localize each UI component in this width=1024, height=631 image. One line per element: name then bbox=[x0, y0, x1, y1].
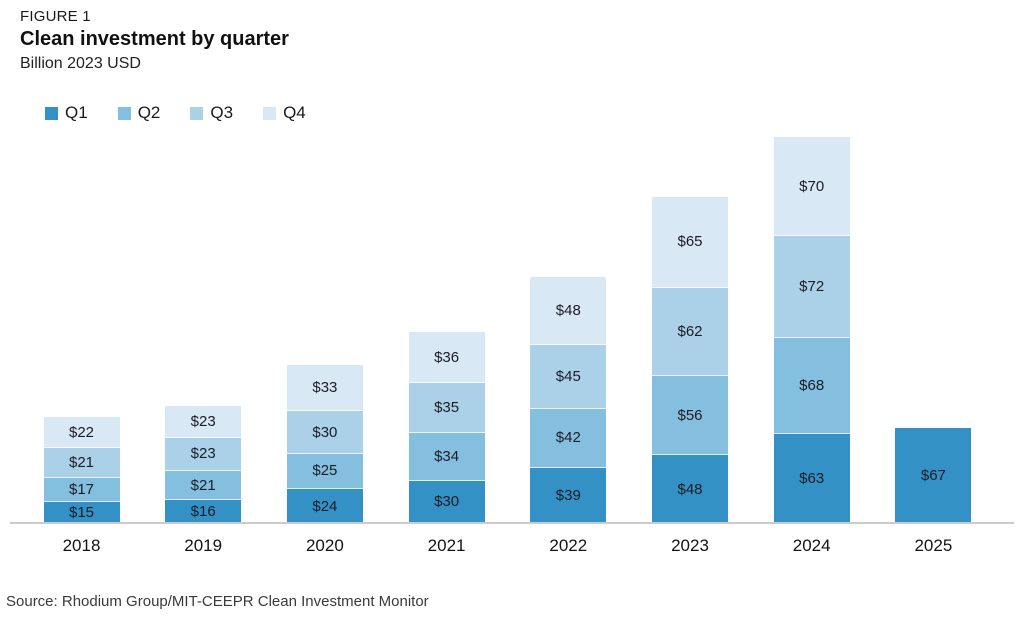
legend-swatch-q1 bbox=[45, 106, 58, 120]
bar-segment-q4-2020: $33 bbox=[286, 364, 363, 412]
legend-label: Q4 bbox=[283, 103, 306, 122]
bar-segment-q4-2023: $65 bbox=[652, 196, 728, 289]
x-tick-label-2022: 2022 bbox=[549, 536, 588, 555]
bar-value-label: $36 bbox=[434, 348, 460, 366]
bar-value-label: $25 bbox=[312, 462, 338, 480]
legend-swatch-q2 bbox=[117, 106, 131, 120]
bar-segment-q1-2025: $67 bbox=[895, 428, 972, 523]
figure-label: FIGURE 1 bbox=[20, 8, 91, 25]
bar-segment-q3-2018: $21 bbox=[43, 448, 120, 478]
bar-value-label: $22 bbox=[68, 423, 95, 441]
bar-segment-q3-2021: $35 bbox=[408, 383, 485, 433]
bar-value-label: $56 bbox=[677, 406, 703, 424]
stacked-bar-2022: $48 $45 $42 $39 bbox=[530, 277, 607, 523]
bar-value-label: $39 bbox=[555, 486, 581, 504]
legend-item-q1: Q1 bbox=[45, 103, 88, 123]
legend-swatch-q4 bbox=[263, 106, 277, 120]
x-tick-label-2024: 2024 bbox=[792, 536, 831, 555]
legend-item-q3: Q3 bbox=[190, 103, 233, 123]
stacked-bar-2025: $67 bbox=[895, 428, 972, 523]
x-tick-label-2025: 2025 bbox=[914, 536, 953, 555]
stacked-bar-2021: $36 $35 $34 $30 bbox=[408, 332, 485, 523]
bar-segment-q3-2019: $23 bbox=[165, 438, 242, 471]
bar-segment-q3-2024: $72 bbox=[773, 236, 850, 338]
bar-value-label: $24 bbox=[312, 497, 338, 515]
bar-segment-q4-2024: $70 bbox=[773, 137, 850, 237]
bar-segment-q2-2020: $25 bbox=[286, 453, 363, 490]
bar-value-label: $42 bbox=[555, 429, 581, 447]
bar-value-label: $65 bbox=[677, 233, 703, 251]
bar-value-label: $63 bbox=[799, 469, 825, 487]
stacked-bar-2020: $33 $30 $25 $24 bbox=[286, 364, 363, 523]
legend-swatch-q3 bbox=[190, 106, 204, 120]
bar-value-label: $70 bbox=[799, 177, 825, 195]
bar-segment-q3-2020: $30 bbox=[286, 411, 363, 454]
bar-value-label: $15 bbox=[68, 503, 95, 521]
plot-area: $22 $21 $17 $15 $23 $23 $21 $16 $33 $30 $25 $24 $36 $… bbox=[0, 130, 1024, 523]
bar-value-label: $48 bbox=[555, 302, 581, 320]
bar-value-label: $23 bbox=[190, 445, 216, 463]
bar-value-label: $33 bbox=[312, 379, 338, 397]
x-axis-line bbox=[10, 522, 1014, 524]
bar-segment-q1-2019: $16 bbox=[165, 500, 242, 523]
bar-value-label: $45 bbox=[555, 367, 581, 385]
legend-item-q2: Q2 bbox=[117, 103, 161, 123]
bar-value-label: $21 bbox=[190, 476, 216, 494]
legend-label: Q1 bbox=[65, 103, 88, 122]
stacked-bar-2023: $65 $62 $56 $48 bbox=[652, 196, 728, 523]
legend: Q1 Q2 Q3 Q4 bbox=[45, 103, 306, 123]
bar-segment-q1-2024: $63 bbox=[773, 433, 850, 523]
bar-segment-q4-2018: $22 bbox=[43, 417, 120, 449]
bar-segment-q2-2022: $42 bbox=[530, 408, 607, 468]
stacked-bar-2024: $70 $72 $68 $63 bbox=[773, 137, 850, 523]
legend-item-q4: Q4 bbox=[263, 103, 306, 123]
bar-value-label: $35 bbox=[434, 398, 460, 416]
bar-segment-q1-2021: $30 bbox=[408, 480, 485, 523]
bar-value-label: $67 bbox=[920, 467, 946, 485]
bar-segment-q1-2023: $48 bbox=[652, 455, 728, 523]
bar-segment-q1-2018: $15 bbox=[43, 501, 120, 523]
bar-segment-q4-2022: $48 bbox=[530, 277, 607, 345]
bar-segment-q3-2023: $62 bbox=[652, 288, 728, 377]
bar-value-label: $17 bbox=[68, 480, 95, 498]
stacked-bar-2019: $23 $23 $21 $16 bbox=[165, 405, 242, 523]
bar-segment-q2-2021: $34 bbox=[408, 432, 485, 481]
bar-value-label: $48 bbox=[677, 480, 703, 498]
bar-value-label: $23 bbox=[190, 412, 216, 430]
source-note: Source: Rhodium Group/MIT-CEEPR Clean In… bbox=[6, 593, 429, 610]
bar-segment-q1-2022: $39 bbox=[530, 467, 607, 523]
bar-value-label: $34 bbox=[434, 447, 460, 465]
x-tick-label-2020: 2020 bbox=[305, 536, 344, 555]
bar-segment-q1-2020: $24 bbox=[286, 489, 363, 523]
bar-segment-q2-2018: $17 bbox=[43, 477, 120, 502]
bar-value-label: $21 bbox=[68, 453, 95, 471]
bar-segment-q4-2021: $36 bbox=[408, 332, 485, 384]
bar-value-label: $30 bbox=[312, 423, 338, 441]
bar-segment-q4-2019: $23 bbox=[165, 405, 242, 439]
bar-value-label: $72 bbox=[799, 278, 825, 295]
bar-value-label: $30 bbox=[434, 493, 460, 511]
bar-value-label: $68 bbox=[799, 376, 825, 394]
x-tick-label-2021: 2021 bbox=[427, 536, 466, 555]
chart-title: Clean investment by quarter bbox=[20, 28, 289, 50]
bar-value-label: $62 bbox=[677, 323, 703, 341]
stacked-bar-2018: $22 $21 $17 $15 bbox=[43, 417, 120, 523]
bar-segment-q3-2022: $45 bbox=[530, 344, 607, 409]
legend-label: Q3 bbox=[210, 103, 234, 122]
chart-subtitle: Billion 2023 USD bbox=[20, 55, 141, 72]
bar-segment-q2-2023: $56 bbox=[652, 376, 728, 456]
bar-segment-q2-2024: $68 bbox=[773, 337, 850, 434]
legend-label: Q2 bbox=[137, 103, 161, 122]
x-tick-label-2023: 2023 bbox=[671, 536, 709, 555]
x-tick-label-2019: 2019 bbox=[184, 536, 223, 555]
x-tick-label-2018: 2018 bbox=[62, 536, 101, 555]
bar-value-label: $16 bbox=[190, 503, 216, 521]
bar-segment-q2-2019: $21 bbox=[165, 470, 242, 501]
